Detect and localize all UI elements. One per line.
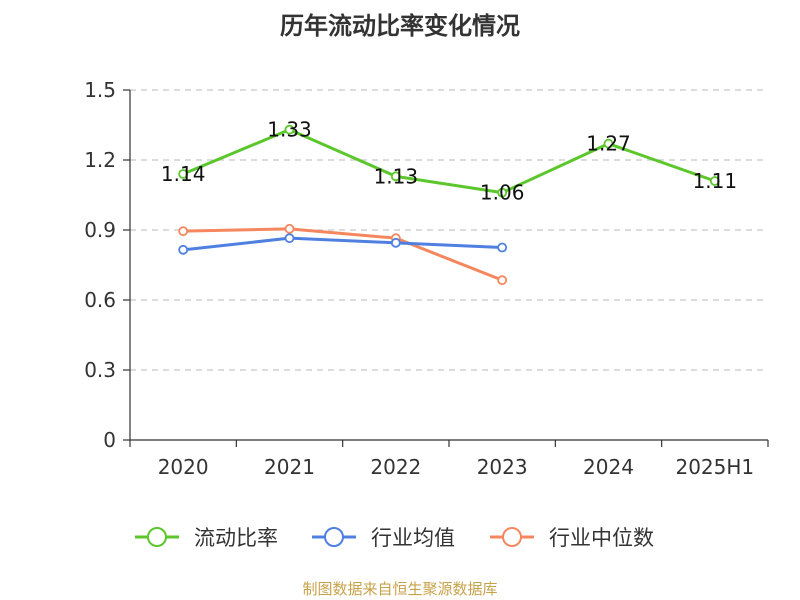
data-point [603, 138, 614, 149]
grid-lines [130, 89, 768, 371]
data-point [497, 275, 508, 286]
y-tick-label: 0.6 [84, 288, 116, 312]
y-tick-label: 0.3 [84, 358, 116, 382]
data-point [178, 226, 189, 237]
data-label: 1.14 [161, 162, 206, 186]
data-labels: 1.14 1.33 1.13 1.06 1.27 1.11 [161, 118, 737, 205]
data-label: 1.27 [586, 132, 631, 156]
axes: 0 0.3 0.6 0.9 1.2 1.5 2020 2021 2022 2023 2024 2025… [84, 78, 769, 479]
series-line [183, 227, 503, 282]
legend-swatch-marker [147, 527, 167, 547]
series-line [182, 128, 716, 195]
data-label: 1.06 [480, 181, 525, 205]
data-point [497, 242, 508, 253]
data-label: 1.11 [693, 169, 738, 193]
x-tick-label: 2025H1 [675, 455, 754, 479]
legend-swatch-marker [502, 527, 522, 547]
data-point [390, 171, 401, 182]
legend-label: 行业中位数 [549, 526, 654, 550]
legend-swatch-marker [324, 527, 344, 547]
y-tick-label: 0 [103, 428, 116, 452]
series-line [183, 236, 503, 252]
x-tick-label: 2024 [583, 455, 634, 479]
data-label: 1.13 [374, 164, 419, 188]
y-tick-label: 1.5 [84, 78, 116, 102]
data-label: 1.33 [267, 118, 312, 142]
series-lines [178, 124, 720, 286]
legend: 流动比率 行业均值 行业中位数 [135, 526, 654, 550]
y-tick-label: 1.2 [84, 148, 116, 172]
data-point [284, 233, 295, 244]
data-point [497, 187, 508, 198]
legend-label: 行业均值 [371, 526, 455, 550]
data-point [284, 124, 295, 135]
data-point [390, 237, 401, 248]
x-tick-label: 2023 [477, 455, 528, 479]
x-tick-label: 2021 [264, 455, 315, 479]
data-point [178, 244, 189, 255]
data-point [284, 223, 295, 234]
legend-label: 流动比率 [194, 526, 278, 550]
source-note: 制图数据来自恒生聚源数据库 [302, 580, 498, 598]
y-tick-label: 0.9 [84, 218, 116, 242]
data-point [709, 176, 720, 186]
chart-title: 历年流动比率变化情况 [280, 12, 520, 40]
x-tick-label: 2022 [370, 455, 421, 479]
x-tick-label: 2020 [158, 455, 209, 479]
data-point [178, 169, 189, 179]
